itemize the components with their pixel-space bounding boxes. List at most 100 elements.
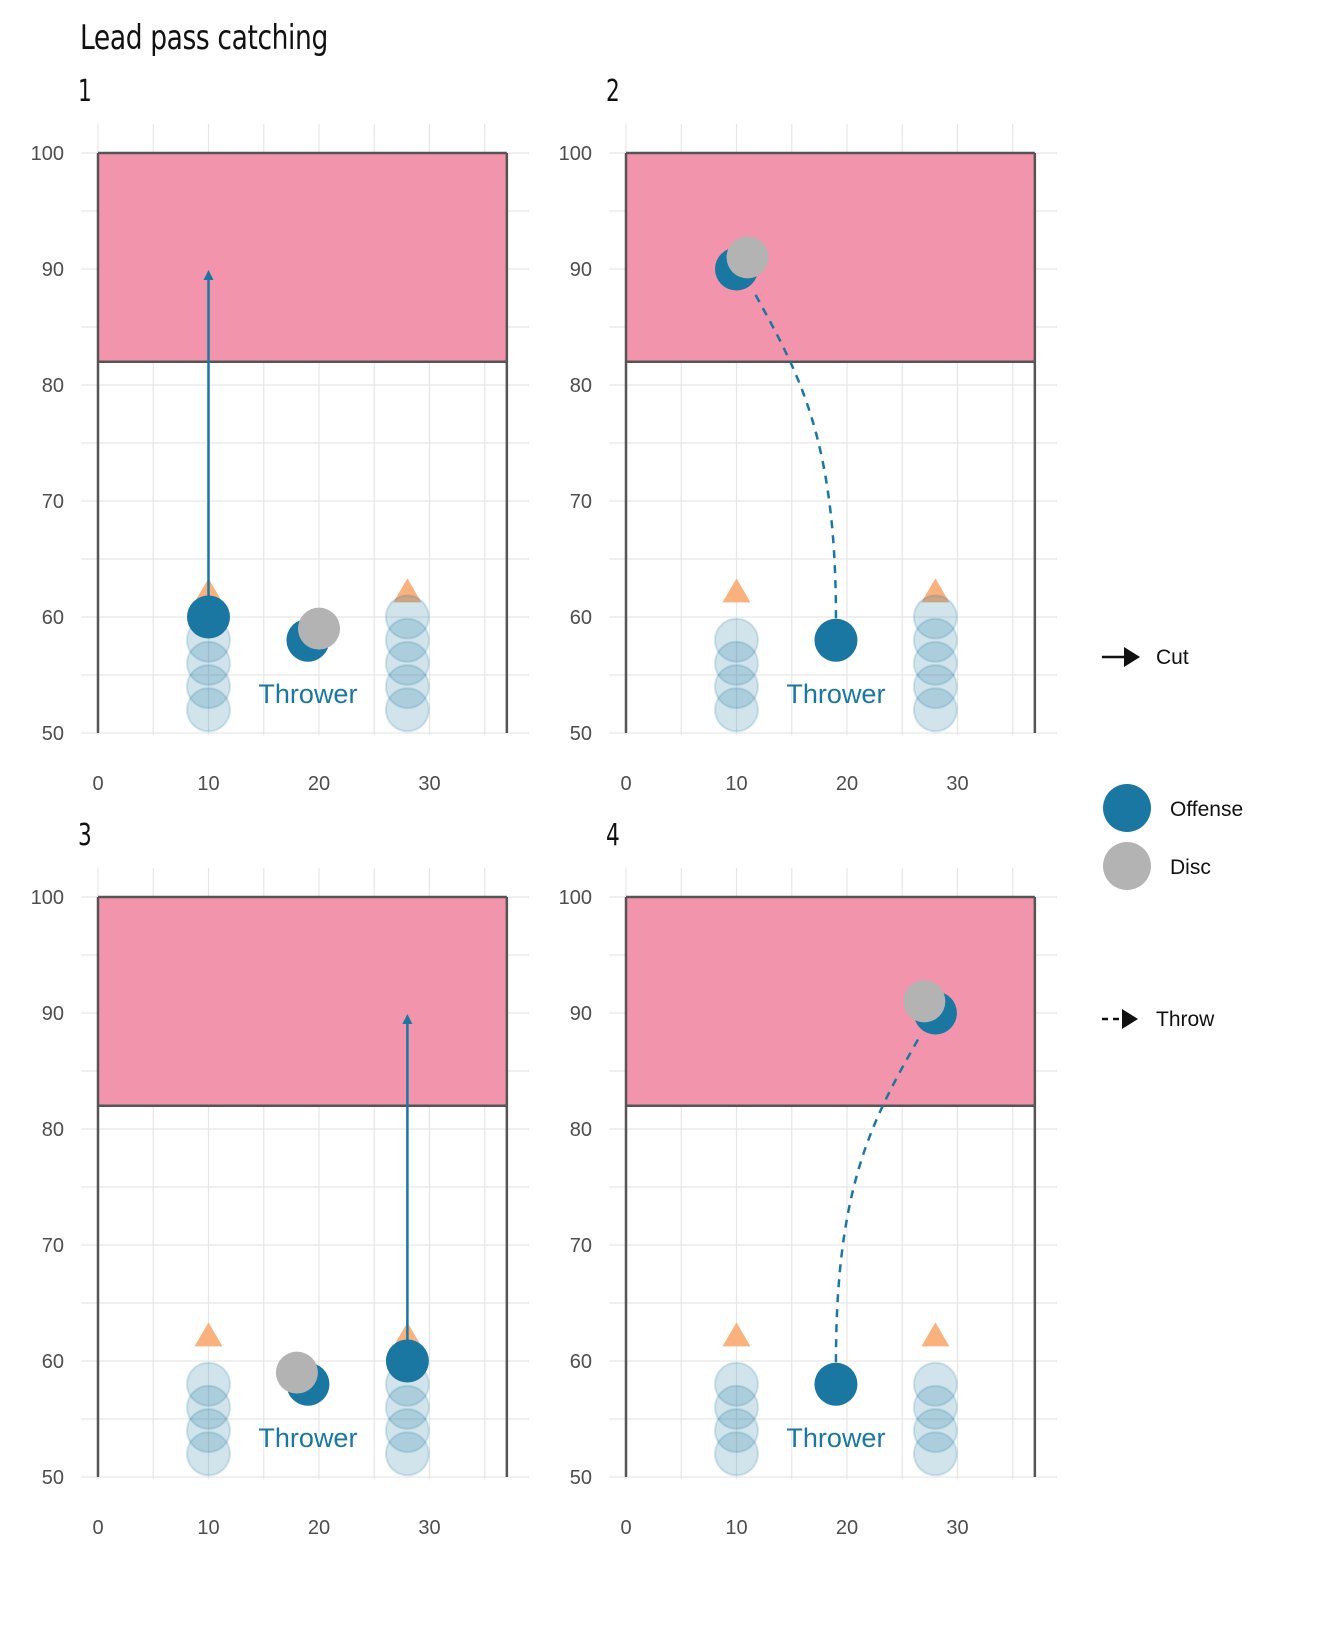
stack-player-faded [384,594,430,640]
offense-player [187,595,230,639]
defense-cone [393,578,422,603]
y-tick-label: 70 [42,491,64,513]
disc [298,607,340,650]
x-tick-label: 10 [197,1517,219,1539]
y-tick-label: 50 [42,723,64,745]
x-tick-label: 10 [725,773,747,795]
y-tick-label: 80 [570,1119,592,1141]
defense-cone [194,1322,223,1347]
x-tick-label: 10 [197,773,219,795]
stack-player-faded [912,1361,958,1407]
stack-player-faded [714,664,759,710]
x-tick-label: 30 [418,773,440,795]
legend-throw-arrow [1122,1009,1138,1029]
thrower-label: Thrower [786,1423,885,1453]
disc [903,980,946,1023]
y-tick-label: 90 [570,1003,592,1025]
y-tick-label: 60 [570,607,592,629]
x-tick-label: 20 [836,1517,858,1539]
y-tick-label: 50 [570,723,592,745]
panel-title-3: 3 [78,818,92,853]
x-tick-label: 30 [418,1517,440,1539]
x-tick-label: 0 [92,1517,103,1539]
diagram-title: Lead pass catching [80,18,328,58]
stack-player-faded [186,1361,231,1407]
throw-path [834,1036,921,1363]
stack-player-faded [912,1384,958,1430]
endzone [98,153,507,362]
offense-player [385,1339,429,1383]
legend-cut-label: Cut [1156,646,1189,669]
defense-cone [921,1322,950,1347]
legend-offense-label: Offense [1170,798,1243,821]
stack-player-faded [912,640,958,686]
y-tick-label: 90 [570,259,592,281]
y-tick-label: 90 [42,259,64,281]
stack-player-faded [912,1431,958,1477]
y-tick-label: 60 [42,607,64,629]
stack-player-faded [714,640,759,686]
y-tick-label: 80 [42,1119,64,1141]
stack-player-faded [384,1408,430,1454]
x-tick-label: 30 [946,1517,968,1539]
x-tick-label: 0 [620,1517,631,1539]
x-tick-label: 30 [946,773,968,795]
stack-player-faded [384,1431,430,1477]
stack-player-faded [384,664,430,710]
stack-player-faded [714,687,759,733]
x-tick-label: 20 [308,773,330,795]
panel-2: 50 60 70 80 90 100 0 10 20 30 Thrower [559,124,1057,795]
stack-player-faded [912,594,958,640]
legend-offense-swatch [1103,784,1151,832]
legend-cut-arrow [1124,647,1140,667]
panel-1: 50 60 70 80 90 100 0 10 20 30 Thrower [31,124,529,795]
panel-title-1: 1 [78,74,92,109]
y-tick-label: 70 [570,1235,592,1257]
disc [726,236,769,279]
y-tick-label: 50 [570,1467,592,1489]
y-tick-label: 50 [42,1467,64,1489]
stack-player-faded [384,640,430,686]
thrower-label: Thrower [258,1423,357,1453]
y-tick-label: 100 [31,887,64,909]
y-tick-label: 80 [42,375,64,397]
y-tick-label: 60 [570,1351,592,1373]
stack-player-faded [384,617,430,663]
legend: Cut Offense Disc Throw [1102,646,1243,1031]
stack-player-faded [186,640,231,686]
y-tick-label: 70 [42,1235,64,1257]
offense-player [814,618,858,662]
disc [275,1351,318,1394]
stack-player-faded [384,687,430,733]
stack-player-faded [384,1384,430,1430]
thrower-label: Thrower [258,679,357,709]
y-tick-label: 60 [42,1351,64,1373]
defense-cone [722,578,751,603]
legend-disc-label: Disc [1170,856,1211,879]
panel-3: 50 60 70 80 90 100 0 10 20 30 Thrower [31,868,529,1539]
y-tick-label: 90 [42,1003,64,1025]
stack-player-faded [912,1408,958,1454]
panel-4: 50 60 70 80 90 100 0 10 20 30 Thrower [559,868,1057,1539]
y-tick-label: 100 [559,887,592,909]
stack-player-faded [714,617,759,663]
panel-title-2: 2 [606,74,620,109]
legend-throw-label: Throw [1156,1008,1215,1031]
endzone [98,897,507,1106]
panel-title-4: 4 [606,818,620,853]
x-tick-label: 0 [620,773,631,795]
x-tick-label: 20 [836,773,858,795]
stack-player-faded [912,617,958,663]
stack-player-faded [714,1431,759,1477]
thrower-label: Thrower [786,679,885,709]
offense-player [814,1362,858,1406]
stack-player-faded [714,1384,759,1430]
stack-player-faded [912,664,958,710]
x-tick-label: 20 [308,1517,330,1539]
stack-player-faded [186,1408,231,1454]
stack-player-faded [186,687,231,733]
y-tick-label: 80 [570,375,592,397]
stack-player-faded [714,1361,759,1407]
endzone [626,897,1035,1106]
